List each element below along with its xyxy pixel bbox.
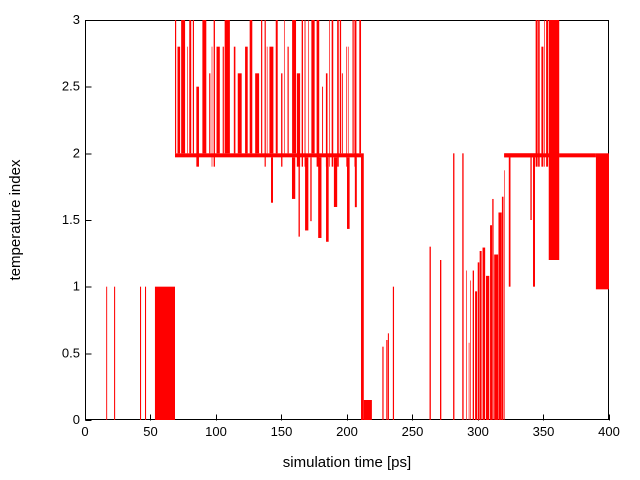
svg-text:0.5: 0.5: [62, 345, 80, 360]
svg-text:3: 3: [73, 12, 80, 27]
svg-text:150: 150: [271, 424, 293, 439]
svg-text:200: 200: [336, 424, 358, 439]
svg-text:2: 2: [73, 145, 80, 160]
svg-text:0: 0: [81, 424, 88, 439]
svg-text:temperature index: temperature index: [7, 159, 24, 280]
svg-text:50: 50: [143, 424, 157, 439]
svg-text:400: 400: [598, 424, 620, 439]
svg-text:1.5: 1.5: [62, 212, 80, 227]
svg-text:2.5: 2.5: [62, 79, 80, 94]
svg-text:100: 100: [205, 424, 227, 439]
svg-text:simulation time [ps]: simulation time [ps]: [283, 454, 411, 471]
svg-text:250: 250: [402, 424, 424, 439]
svg-text:350: 350: [533, 424, 555, 439]
svg-text:300: 300: [467, 424, 489, 439]
svg-text:0: 0: [73, 412, 80, 427]
svg-text:1: 1: [73, 279, 80, 294]
